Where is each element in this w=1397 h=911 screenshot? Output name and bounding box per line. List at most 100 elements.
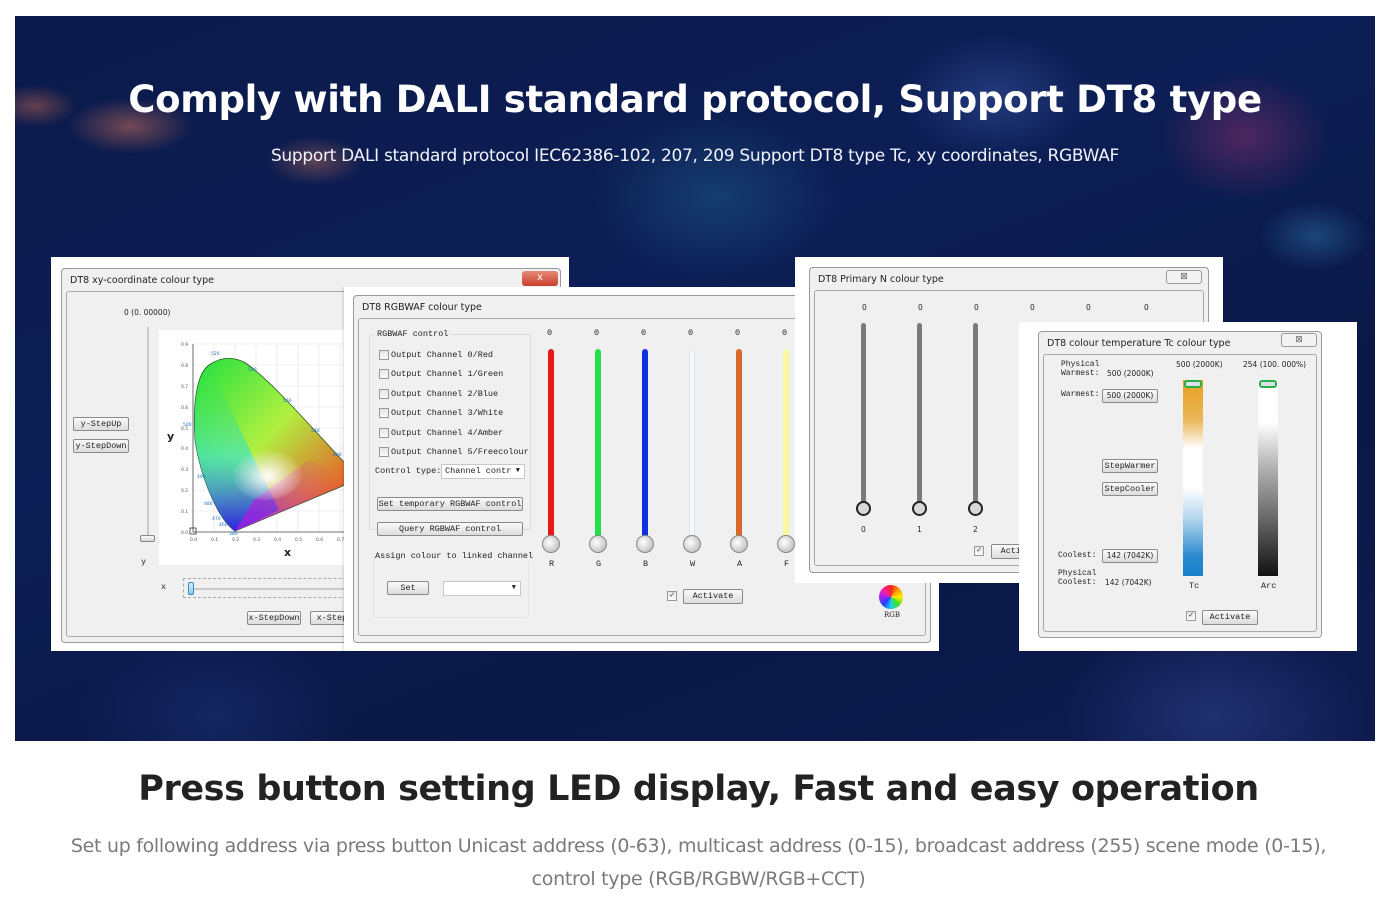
control-type-label: Control type: [375, 466, 442, 476]
slider-g-thumb[interactable] [589, 535, 607, 553]
slider-a-thumb[interactable] [730, 535, 748, 553]
warmest-button[interactable]: 500 (2000K) [1102, 389, 1158, 403]
svg-text:470: 470 [212, 516, 221, 522]
close-icon: ⊠ [1295, 335, 1303, 345]
tc-window: DT8 colour temperature Tc colour type ⊠ … [1038, 331, 1322, 638]
svg-text:0.6: 0.6 [316, 537, 323, 543]
section-title: Press button setting LED display, Fast a… [138, 769, 1259, 809]
slider-w-thumb[interactable] [683, 535, 701, 553]
primary-slider-1[interactable] [917, 323, 922, 507]
top-value-5: 0 [1144, 303, 1149, 312]
x-slider-thumb[interactable] [188, 582, 194, 595]
svg-text:0.0: 0.0 [181, 530, 188, 536]
slider-r[interactable] [548, 349, 554, 539]
dropdown-arrow-icon: ▼ [515, 467, 520, 475]
activate-checkbox[interactable]: ✓ [974, 546, 984, 556]
x-step-down-button[interactable]: x-StepDown [247, 611, 301, 625]
physical-coolest-label: Physical Coolest: [1058, 569, 1097, 587]
slider-label-g: G [596, 559, 602, 569]
slider-r-thumb[interactable] [542, 535, 560, 553]
svg-text:0.7: 0.7 [181, 384, 188, 390]
svg-text:0.9: 0.9 [181, 342, 188, 348]
arc-slider[interactable] [1258, 380, 1278, 576]
slider-value-f: 0 [782, 328, 788, 338]
close-button[interactable]: x [522, 271, 558, 286]
svg-text:560: 560 [283, 398, 292, 404]
tc-window-panel: DT8 colour temperature Tc colour type ⊠ … [1019, 322, 1357, 651]
svg-text:0.6: 0.6 [181, 405, 188, 411]
svg-text:460: 460 [219, 522, 228, 528]
tc-inner-frame: Physical Warmest: 500 (2000K) Warmest: 5… [1043, 354, 1317, 632]
dropdown-arrow-icon: ▼ [511, 584, 516, 592]
tc-window-title: DT8 colour temperature Tc colour type [1047, 338, 1231, 349]
cie-diagram: 0.9 0.8 0.7 0.6 0.5 0.4 0.3 0.2 0.1 0.0 0.0 0.1 0… [167, 342, 359, 559]
close-icon: x [537, 272, 543, 283]
control-type-select[interactable]: Channel contr ▼ [441, 464, 525, 479]
slider-value-w: 0 [688, 328, 694, 338]
slider-label-w: W [690, 559, 696, 569]
svg-text:0.8: 0.8 [181, 363, 188, 369]
close-button[interactable]: ⊠ [1166, 270, 1202, 284]
y-slider-thumb[interactable] [140, 535, 155, 542]
slider-b-thumb[interactable] [636, 535, 654, 553]
close-button[interactable]: ⊠ [1281, 333, 1317, 347]
y-slider-track[interactable] [147, 327, 149, 542]
step-cooler-button[interactable]: StepCooler [1102, 482, 1158, 496]
primary-slider-2-label: 2 [973, 525, 978, 534]
activate-checkbox[interactable]: ✓ [667, 591, 677, 601]
slider-g[interactable] [595, 349, 601, 539]
arc-slider-thumb[interactable] [1259, 380, 1277, 388]
coolest-label: Coolest: [1058, 551, 1097, 560]
set-temporary-button[interactable]: Set temporary RGBWAF control [377, 497, 523, 511]
slider-b[interactable] [642, 349, 648, 539]
slider-value-g: 0 [594, 328, 600, 338]
query-button[interactable]: Query RGBWAF control [377, 522, 523, 536]
y-step-down-button[interactable]: y-StepDown [73, 439, 129, 453]
physical-coolest-value: 142 (7042K) [1105, 578, 1152, 587]
primary-slider-0-thumb[interactable] [856, 501, 871, 516]
svg-text:0.5: 0.5 [181, 426, 188, 432]
svg-text:580: 580 [311, 428, 320, 434]
svg-text:0.3: 0.3 [181, 467, 188, 473]
activate-button[interactable]: Activate [683, 589, 743, 604]
hero-subtitle: Support DALI standard protocol IEC62386-… [270, 146, 1120, 166]
top-value-0: 0 [862, 303, 867, 312]
slider-value-a: 0 [735, 328, 741, 338]
svg-text:380: 380 [229, 531, 238, 537]
assign-colour-select[interactable]: ▼ [443, 581, 521, 596]
top-value-1: 0 [918, 303, 923, 312]
svg-text:0.0: 0.0 [190, 537, 197, 543]
coolest-button[interactable]: 142 (7042K) [1102, 549, 1158, 563]
svg-text:600: 600 [333, 452, 342, 458]
svg-text:480: 480 [204, 501, 213, 507]
activate-checkbox[interactable]: ✓ [1186, 611, 1196, 621]
xy-window-title: DT8 xy-coordinate colour type [70, 275, 215, 286]
x-label: x [161, 582, 167, 592]
svg-text:0.2: 0.2 [181, 488, 188, 494]
rgbwaf-window-title: DT8 RGBWAF colour type [362, 302, 482, 313]
activate-button[interactable]: Activate [1202, 610, 1258, 625]
assign-set-button[interactable]: Set [387, 581, 429, 595]
slider-a[interactable] [736, 349, 742, 539]
tc-slider[interactable] [1183, 380, 1203, 576]
rgb-color-wheel-icon[interactable] [879, 585, 903, 609]
primary-slider-2[interactable] [973, 323, 978, 507]
slider-w[interactable] [689, 349, 695, 539]
slider-f-thumb[interactable] [777, 535, 795, 553]
slider-f[interactable] [783, 349, 789, 539]
top-value-4: 0 [1086, 303, 1091, 312]
primary-slider-0-label: 0 [861, 525, 866, 534]
tc-slider-thumb[interactable] [1184, 380, 1202, 388]
slider-value-b: 0 [641, 328, 647, 338]
svg-text:540: 540 [248, 367, 257, 373]
primary-slider-2-thumb[interactable] [968, 501, 983, 516]
hero-title: Comply with DALI standard protocol, Supp… [128, 78, 1262, 121]
primary-slider-0[interactable] [861, 323, 866, 507]
y-step-up-button[interactable]: y-StepUp [73, 417, 129, 431]
assign-label: Assign colour to linked channel [375, 551, 534, 561]
svg-text:490: 490 [197, 474, 206, 480]
svg-text:0.4: 0.4 [181, 446, 188, 452]
primary-slider-1-thumb[interactable] [912, 501, 927, 516]
step-warmer-button[interactable]: StepWarmer [1102, 459, 1158, 473]
top-value-3: 0 [1030, 303, 1035, 312]
